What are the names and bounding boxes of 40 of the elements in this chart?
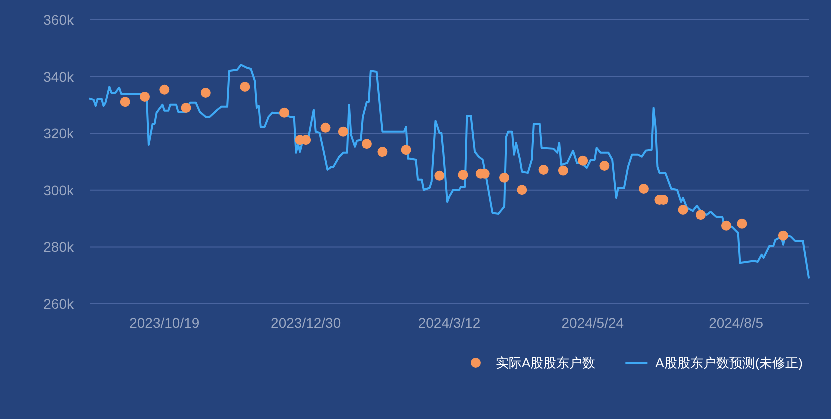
point: [279, 108, 290, 118]
y-tick-label: 280k: [44, 239, 75, 256]
x-tick-label: 2023/10/19: [130, 315, 200, 331]
y-tick-label: 260k: [44, 296, 75, 312]
point: [638, 184, 649, 194]
x-tick-label: 2024/3/12: [418, 315, 481, 331]
point: [181, 103, 192, 114]
point: [721, 220, 732, 231]
point: [378, 147, 388, 158]
x-tick-label: 2024/8/5: [709, 315, 764, 331]
point: [240, 82, 250, 92]
point: [578, 156, 588, 166]
point: [338, 126, 348, 137]
point: [160, 84, 170, 95]
point: [120, 97, 130, 108]
point: [401, 145, 412, 156]
x-tick-label: 2024/5/24: [562, 315, 624, 331]
point: [458, 170, 468, 180]
point: [434, 170, 445, 181]
y-tick-label: 320k: [44, 126, 75, 142]
point: [500, 172, 510, 183]
y-tick-label: 360k: [44, 12, 75, 28]
point: [538, 164, 549, 175]
point: [737, 218, 748, 229]
y-tick-label: 300k: [44, 182, 75, 198]
x-tick-label: 2023/12/30: [271, 315, 342, 331]
point: [600, 160, 610, 171]
y-tick-label: 340k: [44, 68, 75, 85]
point: [200, 88, 211, 98]
point: [140, 92, 150, 102]
point: [678, 204, 688, 215]
line-series: [89, 64, 810, 279]
legend-label: A股股东户数预测(未修正): [656, 356, 803, 370]
point: [696, 210, 706, 220]
point: [320, 122, 331, 133]
point: [558, 166, 568, 176]
point: [362, 139, 372, 150]
point: [517, 185, 528, 196]
legend-label: 实际A股股东户数: [496, 356, 596, 370]
point: [778, 230, 788, 241]
